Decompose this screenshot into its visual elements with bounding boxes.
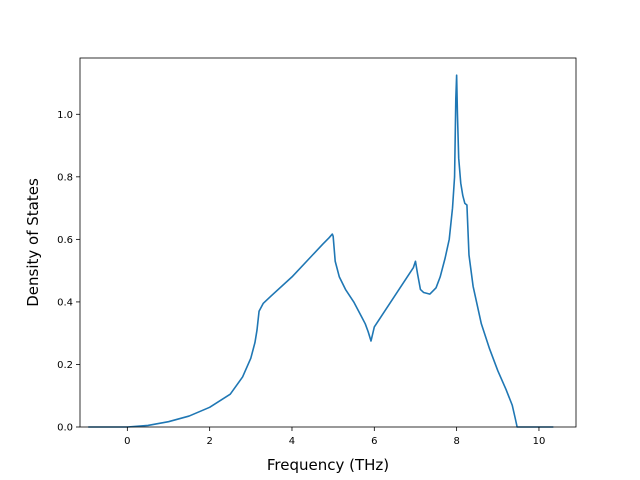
y-tick-label: 1.0 [57, 110, 73, 121]
x-axis-ticks: 0 2 4 6 8 10 [124, 427, 545, 447]
x-tick-label: 0 [124, 436, 130, 447]
plot-frame [79, 57, 577, 428]
y-tick-label: 0.2 [57, 360, 73, 371]
x-tick-label: 6 [371, 436, 377, 447]
x-tick-label: 8 [453, 436, 459, 447]
dos-series-line [88, 74, 554, 428]
x-tick-label: 2 [206, 436, 212, 447]
y-axis-ticks: 0.0 0.2 0.4 0.6 0.8 1.0 [57, 110, 80, 434]
x-axis-title: Frequency (THz) [267, 456, 389, 474]
y-tick-label: 0.8 [57, 172, 73, 183]
y-axis-title: Density of States [24, 178, 42, 307]
x-tick-label: 4 [289, 436, 295, 447]
y-tick-label: 0.6 [57, 235, 73, 246]
x-tick-label: 10 [533, 436, 546, 447]
y-tick-label: 0.0 [57, 423, 73, 434]
y-tick-label: 0.4 [57, 297, 73, 308]
